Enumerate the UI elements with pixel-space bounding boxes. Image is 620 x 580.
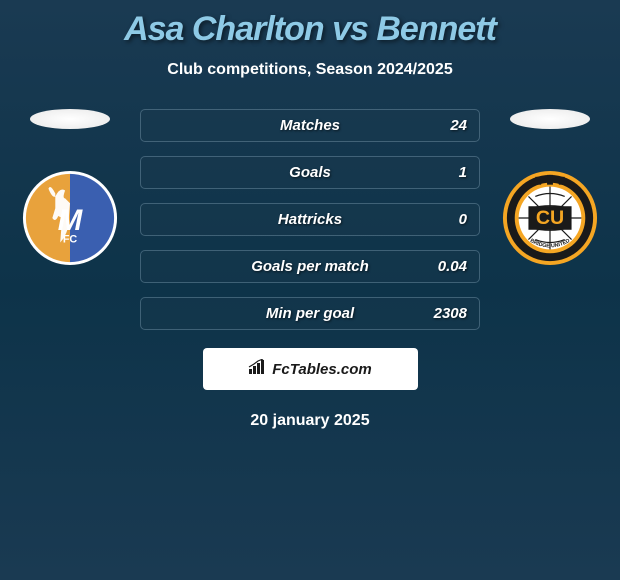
stat-right-value: 1 (459, 164, 467, 181)
right-club-logo: CU BRIDGE UNITED (501, 169, 599, 267)
left-player-avatar-placeholder (30, 109, 110, 129)
date-text: 20 january 2025 (0, 412, 620, 430)
stat-label: Goals per match (153, 258, 467, 275)
stat-right-value: 0.04 (438, 258, 467, 275)
svg-text:CU: CU (536, 207, 564, 229)
chart-icon (248, 359, 266, 380)
stat-row-goals-per-match: Goals per match 0.04 (140, 250, 480, 283)
left-club-logo: M FC (21, 169, 119, 267)
comparison-content: M FC Matches 24 Goals 1 Hattricks 0 Goal… (0, 109, 620, 330)
footer-brand-box: FcTables.com (203, 348, 418, 390)
stat-label: Min per goal (153, 305, 467, 322)
stat-label: Goals (153, 164, 467, 181)
page-title: Asa Charlton vs Bennett (0, 0, 620, 49)
footer-brand-text: FcTables.com (272, 361, 371, 378)
svg-text:FC: FC (63, 234, 78, 246)
svg-text:M: M (58, 204, 83, 237)
page-subtitle: Club competitions, Season 2024/2025 (0, 61, 620, 79)
stat-label: Matches (153, 117, 467, 134)
right-player-column: CU BRIDGE UNITED (495, 109, 605, 267)
right-player-avatar-placeholder (510, 109, 590, 129)
stat-row-goals: Goals 1 (140, 156, 480, 189)
left-player-column: M FC (15, 109, 125, 267)
stat-label: Hattricks (153, 211, 467, 228)
stat-right-value: 2308 (434, 305, 467, 322)
stat-row-hattricks: Hattricks 0 (140, 203, 480, 236)
stat-row-min-per-goal: Min per goal 2308 (140, 297, 480, 330)
stat-row-matches: Matches 24 (140, 109, 480, 142)
stat-right-value: 0 (459, 211, 467, 228)
stat-right-value: 24 (450, 117, 467, 134)
mansfield-logo-icon: M FC (21, 169, 119, 267)
stats-table: Matches 24 Goals 1 Hattricks 0 Goals per… (140, 109, 480, 330)
cambridge-logo-icon: CU BRIDGE UNITED (501, 169, 599, 267)
